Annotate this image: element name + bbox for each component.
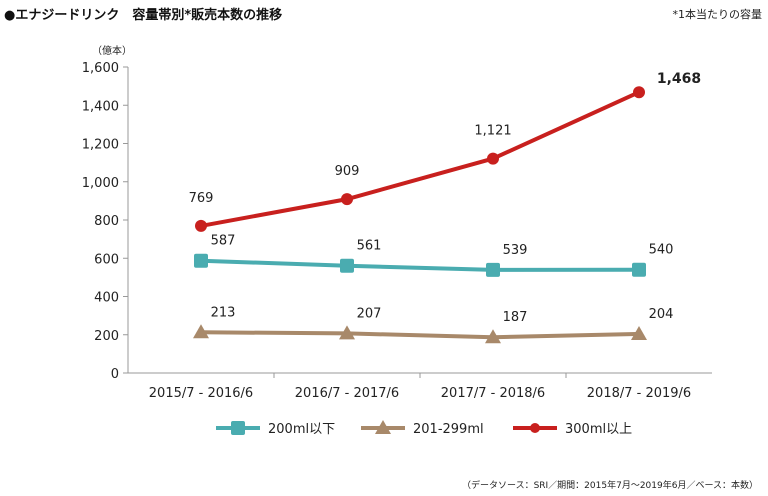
data-point-triangle: [193, 324, 209, 339]
series-line-2: [200, 90, 640, 228]
x-tick-label: 2016/7 - 2017/6: [295, 386, 399, 401]
x-tick-label: 2015/7 - 2016/6: [149, 386, 253, 401]
data-point-square: [194, 253, 208, 268]
data-label: 207: [357, 306, 382, 321]
chart-title: ●エナジードリンク 容量帯別*販売本数の推移: [4, 8, 283, 23]
legend-circle-marker: [530, 423, 540, 433]
data-point-triangle: [485, 329, 501, 344]
data-label: 187: [503, 310, 528, 325]
y-tick-label: 600: [94, 252, 119, 267]
data-label: 587: [211, 234, 236, 249]
data-point-square: [340, 258, 354, 273]
data-label: 539: [503, 243, 528, 258]
legend-label: 300ml以上: [565, 422, 632, 437]
y-tick-label: 0: [111, 367, 119, 382]
data-point-triangle: [631, 325, 647, 340]
y-tick-label: 200: [94, 329, 119, 344]
data-point-triangle: [339, 325, 355, 340]
data-point-circle: [487, 152, 499, 165]
data-label: 1,121: [474, 124, 511, 139]
data-point-circle: [195, 219, 207, 232]
y-axis-unit: （億本）: [92, 46, 132, 57]
x-tick-label: 2017/7 - 2018/6: [441, 386, 545, 401]
data-label: 213: [211, 305, 236, 320]
y-tick-label: 1,400: [82, 99, 119, 114]
y-tick-label: 400: [94, 291, 119, 306]
y-tick-label: 1,600: [82, 61, 119, 76]
data-label: 909: [335, 164, 360, 179]
data-label: 204: [649, 307, 674, 322]
data-point-circle: [633, 86, 645, 99]
data-point-circle: [341, 193, 353, 206]
legend-triangle-marker: [375, 420, 391, 434]
capacity-note: *1本当たりの容量: [672, 8, 763, 21]
data-label: 561: [357, 239, 382, 254]
series-line-0: [200, 258, 640, 272]
y-tick-label: 1,200: [82, 138, 119, 153]
data-label: 1,468: [657, 71, 701, 87]
legend-label: 201-299ml: [413, 422, 484, 437]
y-tick-label: 800: [94, 214, 119, 229]
data-label: 540: [649, 243, 674, 258]
data-point-square: [486, 262, 500, 277]
data-label: 769: [189, 191, 214, 206]
data-source: （データソース：SRI／期間：2015年7月～2019年6月／ベース：本数）: [462, 481, 758, 491]
series-line-1: [200, 330, 640, 340]
data-point-square: [632, 262, 646, 277]
y-tick-label: 1,000: [82, 176, 119, 191]
legend-square-marker: [231, 421, 245, 435]
legend-label: 200ml以下: [268, 422, 335, 437]
x-tick-label: 2018/7 - 2019/6: [587, 386, 691, 401]
